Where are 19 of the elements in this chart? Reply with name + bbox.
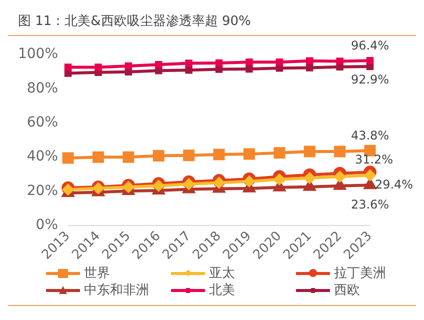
y-tick-label: 100% [18, 46, 58, 62]
y-tick-label: 20% [26, 182, 58, 199]
legend-label: 世界 [84, 266, 110, 281]
chart-title: 图 11：北美&西欧吸尘器渗透率超 90% [8, 8, 416, 36]
legend-label: 北美 [209, 283, 235, 298]
data-label: 43.8% [350, 128, 390, 143]
y-tick-label: 60% [26, 114, 58, 131]
data-label: 23.6% [350, 197, 390, 212]
legend-label: 中东和非洲 [84, 283, 149, 298]
data-label: 92.9% [350, 72, 390, 87]
y-tick-label: 80% [26, 80, 58, 96]
data-label: 29.4% [374, 177, 414, 192]
legend-label: 西欧 [334, 283, 360, 298]
y-tick-label: 0% [36, 217, 58, 234]
data-label: 31.2% [354, 152, 394, 166]
legend-label: 亚太 [209, 266, 235, 281]
y-tick-label: 40% [26, 148, 58, 165]
data-label: 96.4% [350, 38, 390, 53]
legend-label: 拉丁美洲 [334, 266, 386, 281]
